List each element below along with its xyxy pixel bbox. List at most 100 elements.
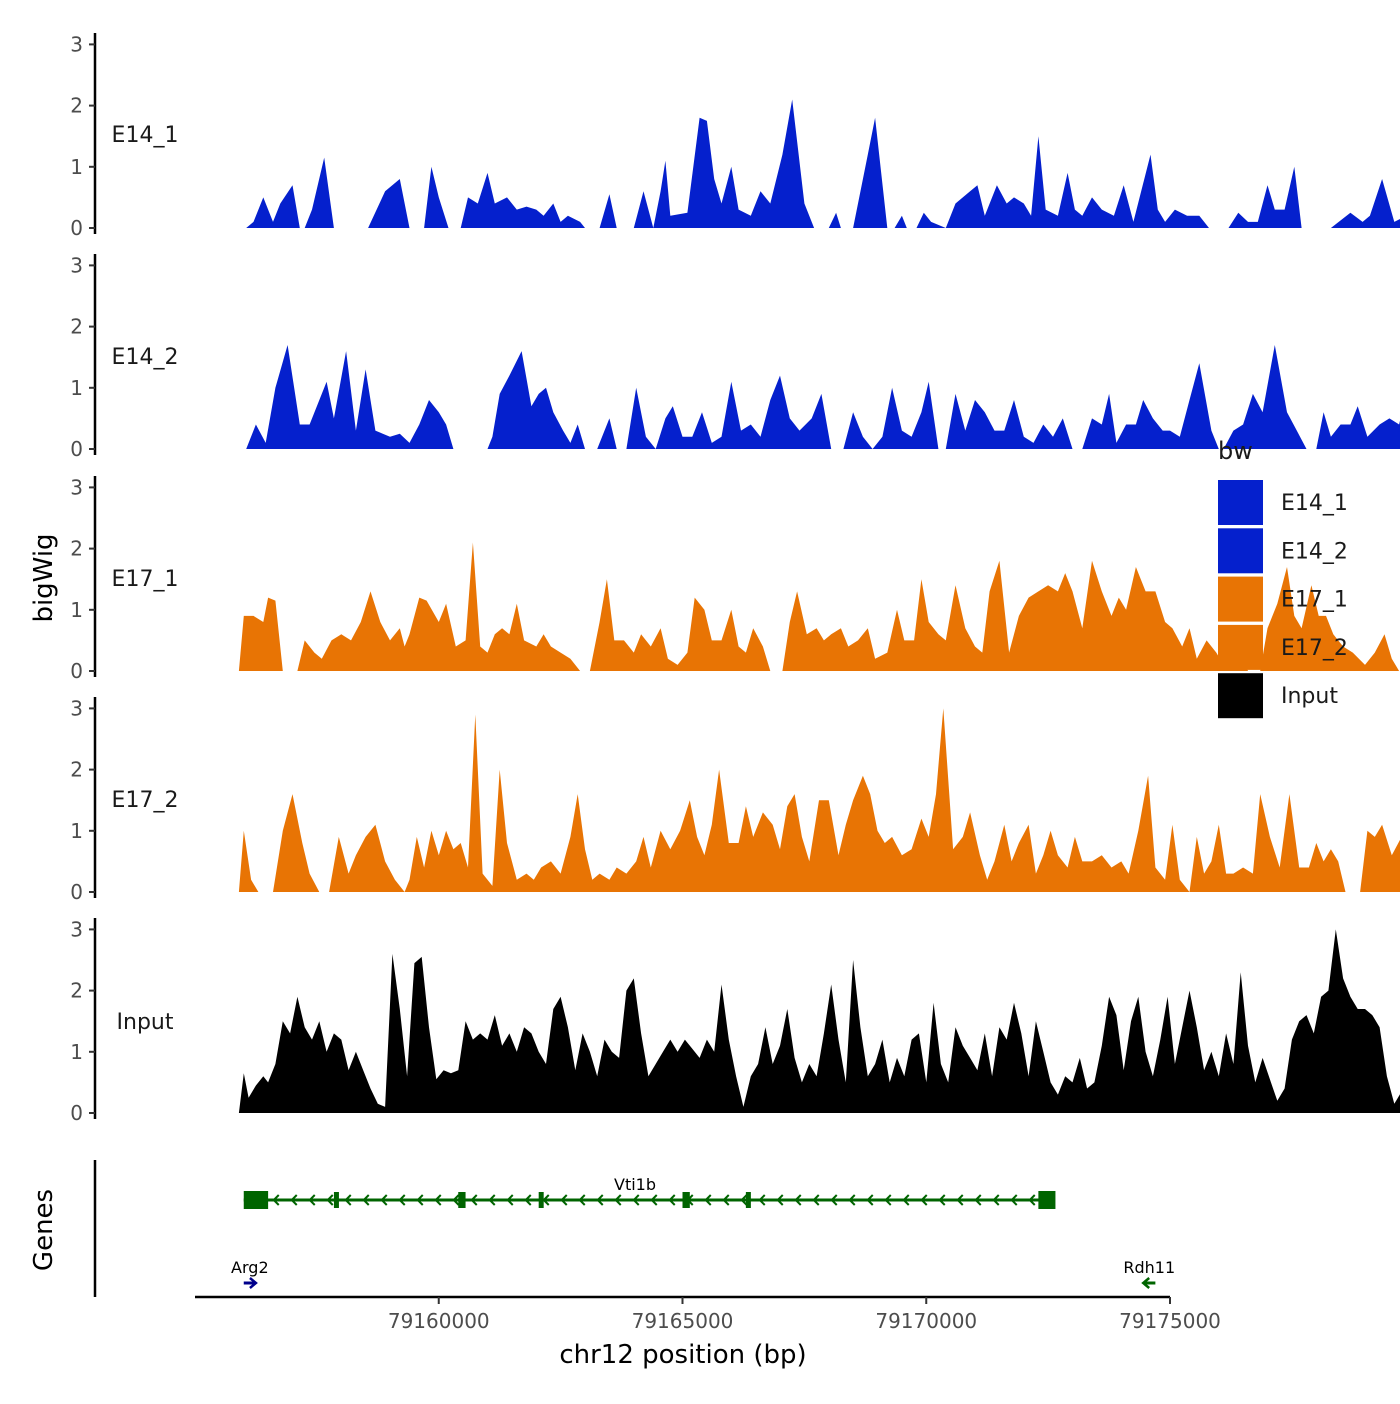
exon — [745, 1192, 751, 1208]
y-tick-label: 2 — [70, 979, 83, 1003]
strand-chevron — [614, 1194, 622, 1206]
strand-chevron — [434, 1194, 442, 1206]
gene-label: Vti1b — [614, 1175, 656, 1194]
strand-chevron — [812, 1194, 820, 1206]
exon — [682, 1192, 690, 1208]
gene-label: Arg2 — [231, 1258, 269, 1277]
strand-chevron — [866, 1194, 874, 1206]
x-tick-label: 79160000 — [388, 1309, 490, 1333]
y-tick-label: 2 — [70, 94, 83, 118]
strand-chevron — [848, 1194, 856, 1206]
y-tick-label: 1 — [70, 376, 83, 400]
coverage-area-E14_1 — [246, 99, 1400, 228]
strand-arrow-head — [249, 1277, 258, 1289]
strand-chevron — [380, 1194, 388, 1206]
legend-label: Input — [1281, 684, 1338, 709]
y-axis-title: bigWig — [29, 533, 59, 622]
exon — [1038, 1191, 1056, 1209]
track-E17_1: 0 1 2 3 E17_1 — [70, 475, 1400, 683]
y-tick-label: 1 — [70, 819, 83, 843]
legend-label: E17_1 — [1281, 588, 1348, 613]
legend-swatch-E14_1 — [1218, 480, 1263, 525]
y-tick-label: 1 — [70, 1040, 83, 1064]
legend: bw E14_1 E14_2 E17_1 E17_2 Input — [1218, 437, 1348, 719]
y-tick-label: 3 — [70, 32, 83, 56]
strand-chevron — [776, 1194, 784, 1206]
strand-chevron — [650, 1194, 658, 1206]
y-tick-label: 1 — [70, 155, 83, 179]
y-tick-label: 0 — [70, 216, 83, 240]
genes-layer: Vti1b Arg2 Rdh11 — [93, 1160, 1175, 1297]
strand-chevron — [524, 1194, 532, 1206]
strand-chevron — [668, 1194, 676, 1206]
x-axis-title: chr12 position (bp) — [559, 1340, 806, 1370]
strand-chevron — [956, 1194, 964, 1206]
exon — [458, 1192, 466, 1208]
track-label: E17_2 — [112, 788, 179, 813]
x-tick-label: 79165000 — [632, 1309, 734, 1333]
y-tick-label: 2 — [70, 315, 83, 339]
legend-label: E14_2 — [1281, 539, 1348, 564]
legend-label: E14_1 — [1281, 491, 1348, 516]
strand-chevron — [398, 1194, 406, 1206]
y-tick-label: 3 — [70, 696, 83, 720]
legend-swatch-E14_2 — [1218, 528, 1263, 574]
track-label: E14_2 — [112, 345, 179, 370]
strand-chevron — [272, 1194, 280, 1206]
x-tick-label: 79175000 — [1119, 1309, 1221, 1333]
track-E14_1: 0 1 2 3 E14_1 — [70, 32, 1400, 240]
strand-chevron — [578, 1194, 586, 1206]
gene-Arg2: Arg2 — [231, 1258, 269, 1289]
strand-chevron — [830, 1194, 838, 1206]
y-tick-label: 0 — [70, 1101, 83, 1125]
strand-chevron — [884, 1194, 892, 1206]
strand-chevron — [758, 1194, 766, 1206]
coverage-area-E17_2 — [238, 708, 1400, 892]
legend-swatch-E17_1 — [1218, 576, 1263, 622]
strand-arrow-head — [1141, 1277, 1150, 1289]
strand-chevron — [1010, 1194, 1018, 1206]
strand-chevron — [452, 1194, 460, 1206]
strand-chevron — [704, 1194, 712, 1206]
strand-chevron — [542, 1194, 550, 1206]
strand-chevron — [362, 1194, 370, 1206]
y-tick-label: 3 — [70, 253, 83, 277]
y-tick-label: 3 — [70, 475, 83, 499]
strand-chevron — [326, 1194, 334, 1206]
strand-chevron — [560, 1194, 568, 1206]
gene-label: Rdh11 — [1123, 1258, 1175, 1277]
strand-chevron — [902, 1194, 910, 1206]
track-E14_2: 0 1 2 3 E14_2 — [70, 253, 1400, 461]
strand-chevron — [938, 1194, 946, 1206]
exon — [243, 1191, 269, 1209]
y-tick-label: 2 — [70, 537, 83, 561]
strand-chevron — [416, 1194, 424, 1206]
legend-title: bw — [1218, 437, 1253, 465]
strand-chevron — [992, 1194, 1000, 1206]
legend-swatch-E17_2 — [1218, 624, 1263, 670]
track-label: E14_1 — [112, 123, 179, 148]
strand-chevron — [596, 1194, 604, 1206]
strand-chevron — [308, 1194, 316, 1206]
strand-chevron — [722, 1194, 730, 1206]
x-tick-label: 79170000 — [875, 1309, 977, 1333]
coverage-area-E14_2 — [246, 345, 1400, 449]
coverage-area-E17_1 — [238, 542, 1400, 671]
strand-chevron — [920, 1194, 928, 1206]
exon — [333, 1192, 339, 1208]
tracks-layer: 0 1 2 3 E14_1 0 1 2 3 E14_2 0 1 2 3 E17_1 0 1 2 3 E17_2 0 1 2 3… — [70, 32, 1400, 1125]
strand-chevron — [470, 1194, 478, 1206]
strand-chevron — [632, 1194, 640, 1206]
strand-chevron — [488, 1194, 496, 1206]
genes-axis-title: Genes — [29, 1189, 59, 1271]
legend-label: E17_2 — [1281, 636, 1348, 661]
strand-chevron — [344, 1194, 352, 1206]
exon — [538, 1192, 544, 1208]
track-label: Input — [117, 1010, 174, 1035]
legend-swatch-Input — [1218, 673, 1263, 719]
coverage-area-Input — [238, 929, 1400, 1113]
strand-chevron — [794, 1194, 802, 1206]
strand-chevron — [740, 1194, 748, 1206]
